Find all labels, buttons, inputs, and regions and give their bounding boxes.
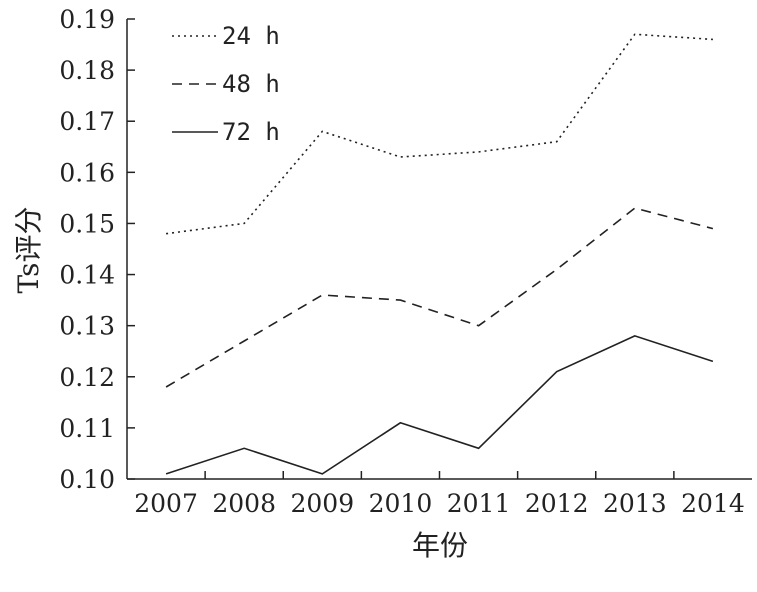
y-tick-label: 0.18 bbox=[59, 56, 115, 85]
y-tick-label: 0.14 bbox=[59, 261, 115, 290]
x-tick-label: 2012 bbox=[525, 489, 589, 518]
series-layer bbox=[165, 33, 714, 475]
x-tick-label: 2010 bbox=[369, 489, 433, 518]
x-tick-label: 2014 bbox=[681, 489, 745, 518]
legend-label: 48 h bbox=[222, 70, 280, 98]
legend-label: 24 h bbox=[222, 22, 280, 50]
x-tick-label: 2007 bbox=[134, 489, 198, 518]
series-line-2 bbox=[165, 207, 714, 388]
series-line-3 bbox=[165, 335, 714, 475]
y-tick-label: 0.13 bbox=[59, 312, 115, 341]
y-tick-label: 0.12 bbox=[59, 363, 115, 392]
x-tick-label: 2011 bbox=[447, 489, 511, 518]
y-tick-label: 0.19 bbox=[59, 5, 115, 34]
x-axis-title: 年份 bbox=[412, 529, 468, 562]
legend-label: 72 h bbox=[222, 118, 280, 146]
y-tick-label: 0.17 bbox=[59, 107, 115, 136]
axes: 0.10 0.11 0.12 0.13 0.14 0.15 0.16 0.17 0.18 0.19… bbox=[59, 5, 752, 518]
y-tick-label: 0.15 bbox=[59, 209, 115, 238]
y-tick-label: 0.10 bbox=[59, 465, 115, 494]
y-tick-label: 0.11 bbox=[59, 414, 115, 443]
x-tick-label: 2013 bbox=[603, 489, 667, 518]
y-axis-title: Ts评分 bbox=[12, 206, 45, 293]
x-tick-label: 2009 bbox=[291, 489, 355, 518]
legend: 24 h 48 h 72 h bbox=[172, 22, 280, 146]
y-tick-label: 0.16 bbox=[59, 158, 115, 187]
x-tick-label: 2008 bbox=[212, 489, 276, 518]
